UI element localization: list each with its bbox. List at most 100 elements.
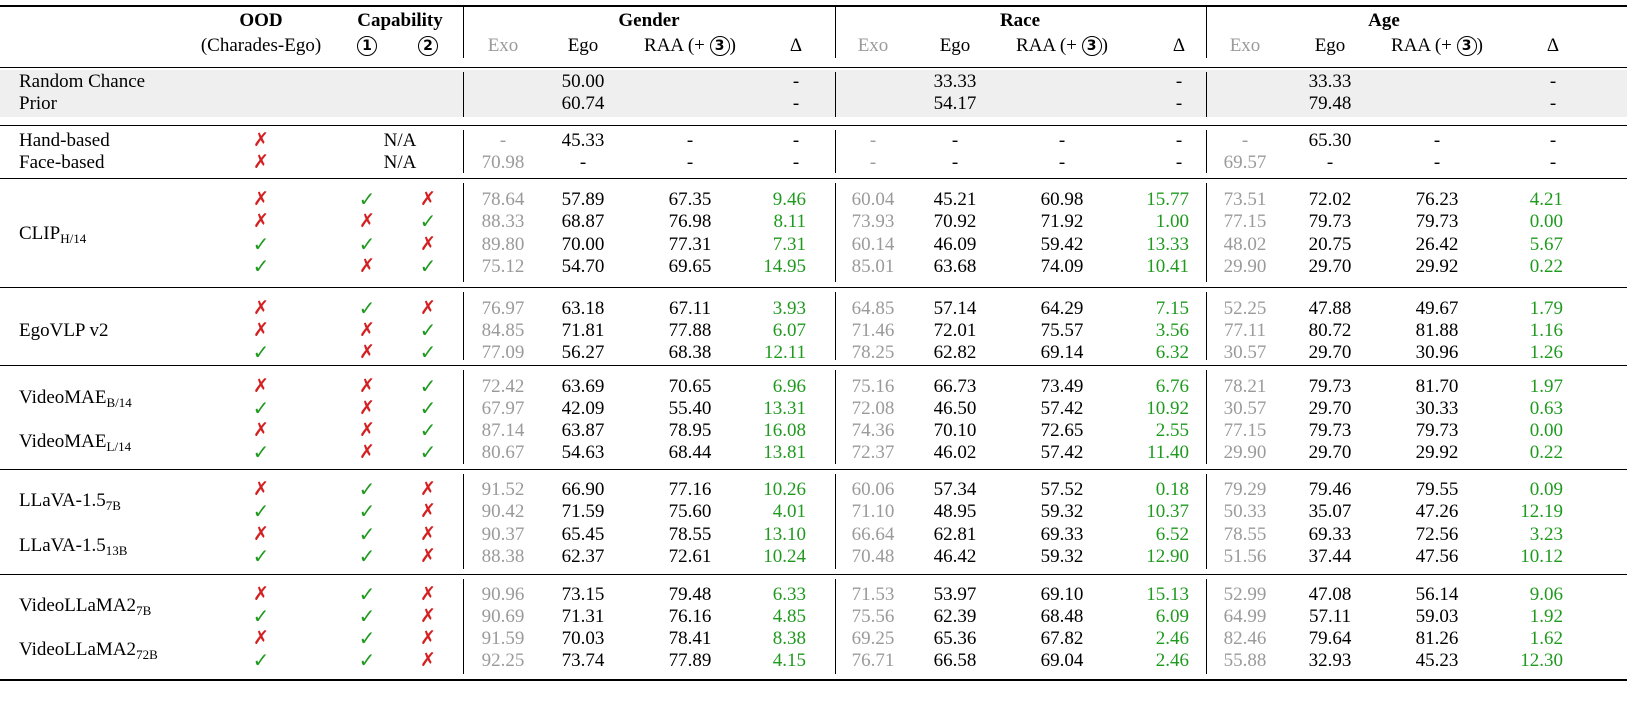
row-capability-2-cross-icon: ✗: [420, 479, 436, 500]
group-2-row-2-age-ego: 79.73: [1308, 420, 1352, 441]
group-0-row-1-age-exo: 77.15: [1223, 211, 1267, 232]
group-4-row-1-age-raa: 59.03: [1415, 606, 1459, 627]
group-1-row-1-gender-raa: 77.88: [668, 320, 712, 341]
group-4-row-2-age-exo: 82.46: [1223, 628, 1267, 649]
age-raa-header: RAA (+ 3): [1391, 35, 1483, 56]
group-0-row-3-age-ego: 29.70: [1308, 256, 1352, 277]
column-separator-1-6: [463, 370, 464, 464]
model-name: VideoLLaMA27B: [19, 595, 152, 618]
ood-header: OOD: [239, 10, 283, 31]
group-1-row-2-age-delta: 1.26: [1529, 342, 1563, 363]
group-4-row-3-age-raa: 45.23: [1415, 650, 1459, 671]
group-3-row-1-gender-ego: 71.59: [561, 501, 605, 522]
model-name: LLaVA-1.513B: [19, 535, 128, 558]
gender-delta-header: Δ: [789, 35, 803, 56]
row-ood-check-icon: ✓: [252, 606, 270, 628]
group-0-row-3-race-delta: 10.41: [1146, 256, 1189, 277]
group-0-row-2-age-raa: 26.42: [1415, 234, 1459, 255]
group-2-row-0-gender-ego: 63.69: [561, 376, 605, 397]
column-separator-3-2: [1206, 72, 1207, 117]
group-3-row-2-age-raa: 72.56: [1415, 524, 1459, 545]
group-1-row-0-age-ego: 47.88: [1308, 298, 1352, 319]
group-0-row-0-race-delta: 15.77: [1146, 189, 1189, 210]
group-0-row-2-age-exo: 48.02: [1223, 234, 1267, 255]
group-2-row-1-gender-delta: 13.31: [763, 398, 806, 419]
group-4-row-1-race-exo: 75.56: [851, 606, 895, 627]
group-2-row-1-race-delta: 10.92: [1146, 398, 1189, 419]
group-1-row-2-race-ego: 62.82: [933, 342, 977, 363]
group-2-row-3-race-ego: 46.02: [933, 442, 977, 463]
column-separator-3-8: [1206, 579, 1207, 674]
group-4-row-3-age-delta: 12.30: [1520, 650, 1563, 671]
group-1-row-1-gender-delta: 6.07: [772, 320, 806, 341]
feature-1-age-ego: -: [1326, 152, 1334, 173]
row-capability-2-cross-icon: ✗: [420, 234, 436, 255]
circled-3-icon: 3: [1081, 36, 1102, 56]
group-3-row-0-gender-ego: 66.90: [561, 479, 605, 500]
baseline-1-race-ego: 54.17: [933, 93, 977, 114]
column-separator-2-3: [835, 130, 836, 173]
group-2-row-2-race-raa: 72.65: [1040, 420, 1084, 441]
group-0-row-0-gender-ego: 57.89: [561, 189, 605, 210]
group-2-row-1-gender-exo: 67.97: [481, 398, 525, 419]
column-separator-1-8: [463, 579, 464, 674]
group-0-row-1-gender-delta: 8.11: [773, 211, 806, 232]
group-4-row-3-age-exo: 55.88: [1223, 650, 1267, 671]
row-ood-cross-icon: ✗: [253, 420, 269, 441]
circled-3-icon: 3: [1456, 36, 1477, 56]
group-0-row-2-gender-exo: 89.80: [481, 234, 525, 255]
group-0-row-2-gender-raa: 77.31: [668, 234, 712, 255]
row-ood-check-icon: ✓: [252, 650, 270, 672]
row-capability-1-cross-icon: ✗: [359, 211, 375, 232]
group-4-row-0-gender-raa: 79.48: [668, 584, 712, 605]
column-separator-3-7: [1206, 474, 1207, 569]
group-0-row-0-gender-delta: 9.46: [772, 189, 806, 210]
group-3-row-2-gender-raa: 78.55: [668, 524, 712, 545]
group-0-row-3-race-raa: 74.09: [1040, 256, 1084, 277]
baseline-0-gender-delta: -: [792, 71, 800, 92]
group-1-row-2-age-raa: 30.96: [1415, 342, 1459, 363]
feature-1-race-raa: -: [1058, 152, 1066, 173]
row-ood-check-icon: ✓: [252, 256, 270, 278]
group-4-row-1-age-exo: 64.99: [1223, 606, 1267, 627]
group-4-row-1-age-delta: 1.92: [1529, 606, 1563, 627]
row-capability-1-check-icon: ✓: [358, 524, 376, 546]
group-4-row-2-gender-delta: 8.38: [772, 628, 806, 649]
baseline-1-gender-delta: -: [792, 93, 800, 114]
race-ego-header: Ego: [939, 35, 971, 56]
gender-header: Gender: [618, 10, 680, 31]
group-3-row-3-race-raa: 59.32: [1040, 546, 1084, 567]
column-separator-2-7: [835, 474, 836, 569]
column-separator-2-8: [835, 579, 836, 674]
group-4-row-1-gender-exo: 90.69: [481, 606, 525, 627]
group-1-row-0-race-delta: 7.15: [1155, 298, 1189, 319]
group-0-row-3-gender-delta: 14.95: [763, 256, 806, 277]
group-3-row-2-race-ego: 62.81: [933, 524, 977, 545]
group-3-row-1-race-delta: 10.37: [1146, 501, 1189, 522]
group-2-row-0-race-delta: 6.76: [1155, 376, 1189, 397]
baseline-1-gender-ego: 60.74: [561, 93, 605, 114]
row-ood-cross-icon: ✗: [253, 320, 269, 341]
group-1-row-0-gender-ego: 63.18: [561, 298, 605, 319]
row-ood-check-icon: ✓: [252, 342, 270, 364]
column-separator-2-4: [835, 183, 836, 282]
gender-exo-header: Exo: [487, 35, 519, 56]
model-name: EgoVLP v2: [19, 320, 109, 341]
group-0-row-2-race-delta: 13.33: [1146, 234, 1189, 255]
group-2-row-0-race-raa: 73.49: [1040, 376, 1084, 397]
group-0-row-0-age-ego: 72.02: [1308, 189, 1352, 210]
group-0-row-0-race-exo: 60.04: [851, 189, 895, 210]
feature-1-age-raa: -: [1433, 152, 1441, 173]
group-4-row-2-gender-raa: 78.41: [668, 628, 712, 649]
group-4-row-2-age-ego: 79.64: [1308, 628, 1352, 649]
group-3-row-1-age-ego: 35.07: [1308, 501, 1352, 522]
group-2-row-1-age-delta: 0.63: [1529, 398, 1563, 419]
group-4-row-1-age-ego: 57.11: [1308, 606, 1352, 627]
column-separator-2-1: [835, 7, 836, 58]
header-rule: [0, 67, 1627, 68]
group-4-row-0-race-ego: 53.97: [933, 584, 977, 605]
group-2-row-3-race-raa: 57.42: [1040, 442, 1084, 463]
row-ood-cross-icon: ✗: [253, 524, 269, 545]
row-capability-2-cross-icon: ✗: [420, 501, 436, 522]
row-capability-2-check-icon: ✓: [419, 342, 437, 364]
